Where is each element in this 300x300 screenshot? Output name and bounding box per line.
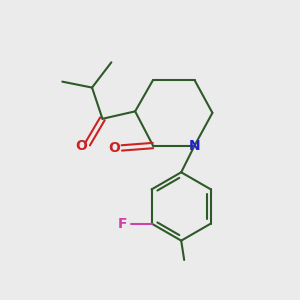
Text: O: O xyxy=(75,139,87,152)
Text: O: O xyxy=(108,141,120,155)
Text: F: F xyxy=(118,217,127,231)
Text: N: N xyxy=(189,139,200,152)
